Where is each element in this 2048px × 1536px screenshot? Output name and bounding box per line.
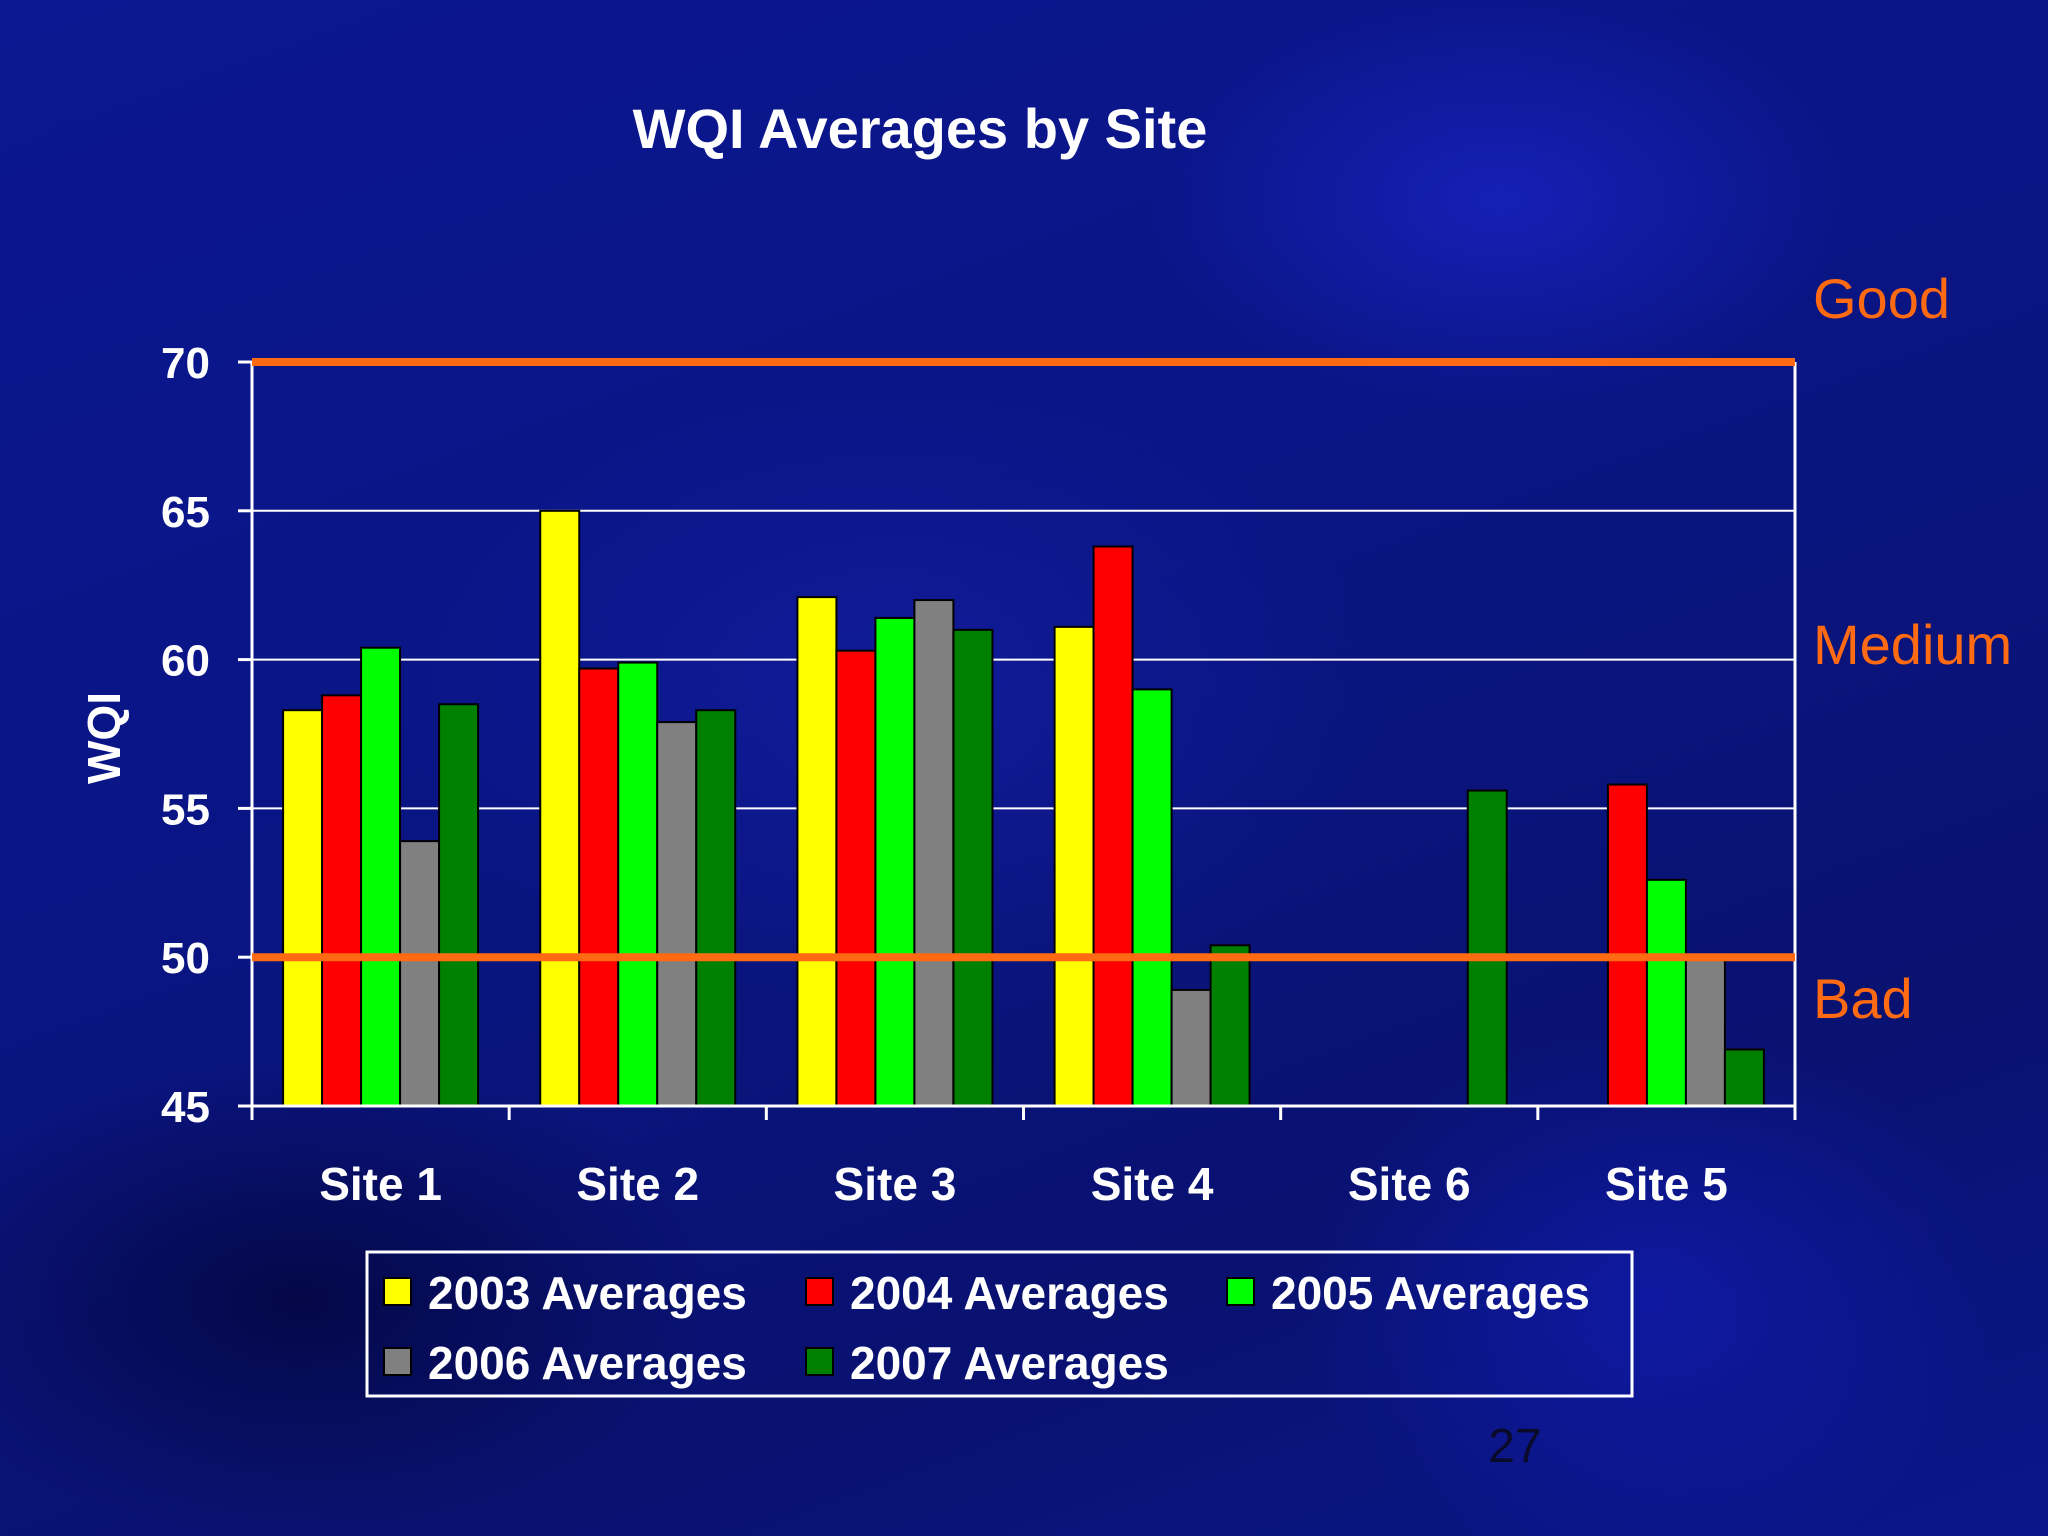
axes — [238, 360, 1797, 1120]
bar — [438, 703, 480, 1107]
zone-label-good: Good — [1813, 267, 1950, 330]
gridlines — [252, 361, 1795, 959]
bar — [1170, 988, 1212, 1107]
y-tick-label: 70 — [161, 339, 210, 388]
y-tick-label: 55 — [161, 785, 210, 834]
legend-label: 2004 Averages — [850, 1267, 1169, 1319]
bar — [1131, 688, 1173, 1107]
labels: WQI Averages by Site 45 50 55 60 65 70 Site 1 Si… — [78, 97, 2012, 1473]
legend: 2003 Averages 2004 Averages 2005 Averages 2… — [365, 1250, 1634, 1398]
zone-label-bad: Bad — [1813, 967, 1913, 1030]
bar — [1092, 545, 1134, 1107]
bar — [1684, 956, 1726, 1108]
page-number: 27 — [1488, 1420, 1541, 1473]
legend-label: 2007 Averages — [850, 1337, 1169, 1389]
legend-label: 2003 Averages — [428, 1267, 747, 1319]
bar — [1209, 944, 1251, 1108]
bar — [617, 661, 659, 1107]
bar — [835, 649, 877, 1107]
category-label: Site 1 — [319, 1158, 442, 1210]
bar — [539, 509, 581, 1107]
bar — [874, 616, 916, 1107]
y-tick-label: 65 — [161, 488, 210, 537]
category-label: Site 3 — [834, 1158, 957, 1210]
legend-swatch — [805, 1347, 834, 1376]
legend-label: 2006 Averages — [428, 1337, 747, 1389]
bars — [282, 509, 1765, 1108]
y-tick-label: 60 — [161, 637, 210, 686]
legend-swatch — [805, 1277, 834, 1306]
y-axis-label: WQI — [78, 692, 130, 784]
legend-label: 2005 Averages — [1271, 1267, 1590, 1319]
legend-swatch — [1226, 1277, 1255, 1306]
bar — [360, 646, 402, 1107]
y-tick-label: 50 — [161, 934, 210, 983]
bar — [796, 596, 838, 1107]
bar — [321, 694, 363, 1107]
category-label: Site 5 — [1605, 1158, 1728, 1210]
bar — [578, 667, 620, 1107]
bar — [1606, 783, 1648, 1107]
category-label: Site 2 — [576, 1158, 699, 1210]
legend-swatch — [383, 1347, 412, 1376]
bar — [1466, 789, 1508, 1107]
bar — [952, 628, 994, 1108]
bar — [399, 840, 441, 1107]
reference-lines — [252, 358, 1795, 962]
bar — [656, 721, 698, 1107]
bar — [1053, 625, 1095, 1107]
y-tick-label: 45 — [161, 1083, 210, 1132]
legend-swatch — [383, 1277, 412, 1306]
category-label: Site 4 — [1091, 1158, 1214, 1210]
bar — [695, 709, 737, 1108]
legend-box — [365, 1250, 1634, 1398]
bar — [282, 709, 324, 1108]
bar — [1645, 878, 1687, 1107]
category-label: Site 6 — [1348, 1158, 1471, 1210]
chart-title: WQI Averages by Site — [633, 97, 1208, 160]
bar — [913, 599, 955, 1108]
zone-label-medium: Medium — [1813, 613, 2012, 676]
bar — [1723, 1048, 1765, 1108]
